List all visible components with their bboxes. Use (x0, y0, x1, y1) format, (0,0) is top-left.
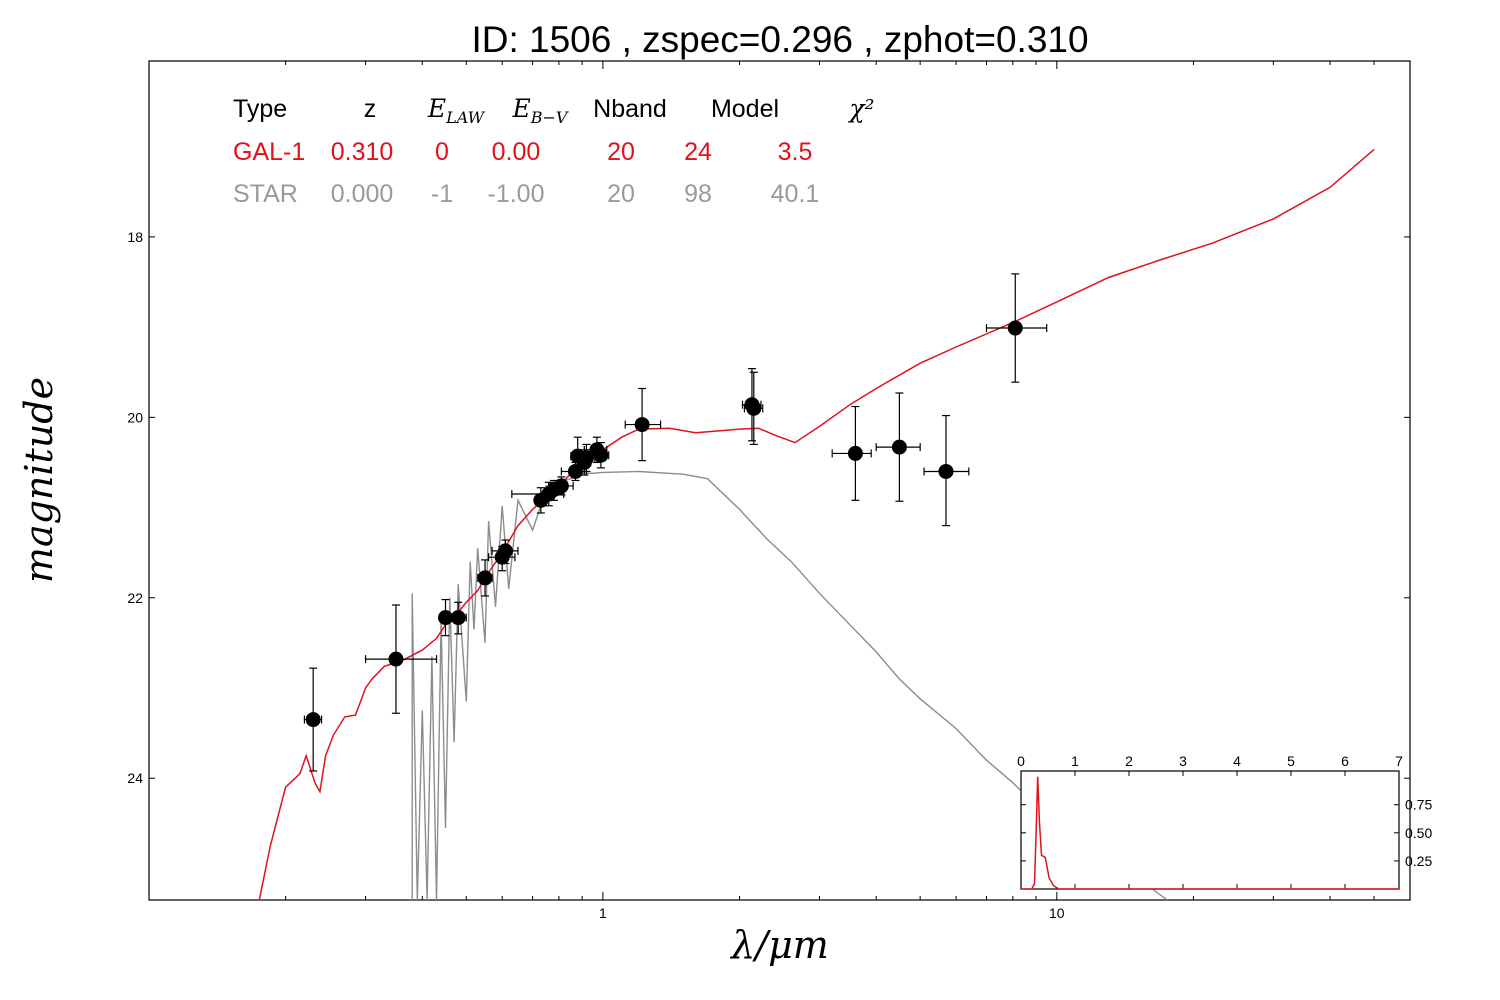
redshift-pdz-inset: 0 1 2 3 4 5 6 7 0.25 0.50 0.75 (1017, 753, 1432, 890)
inset-x-tick-label: 3 (1179, 753, 1187, 769)
photometry-point (624, 387, 662, 462)
x-axis-label: λ/μm (729, 923, 829, 967)
photometry-point (923, 414, 970, 527)
table-header: z (364, 95, 377, 123)
photometry-point (985, 273, 1048, 383)
data-point-marker (578, 450, 594, 466)
photometry-point (303, 667, 323, 772)
photometry-point (875, 392, 921, 502)
data-point-marker (847, 445, 863, 461)
fit-results-table: Type z ELAW EB−V Nband Model χ² GAL-1 0.310 0 0.00… (233, 94, 875, 208)
chart-title: ID: 1506 , zspec=0.296 , zphot=0.310 (471, 19, 1088, 60)
table-cell: -1.00 (488, 180, 545, 208)
inset-x-tick-label: 1 (1071, 753, 1079, 769)
table-cell: 20 (607, 180, 635, 208)
photometry-point (477, 559, 493, 597)
table-cell: 40.1 (771, 180, 820, 208)
data-point-marker (938, 463, 954, 479)
table-cell: 0 (435, 138, 449, 166)
table-cell: STAR (233, 180, 298, 208)
data-point-marker (305, 712, 321, 728)
photometry-point (491, 539, 519, 565)
data-point-marker (553, 478, 569, 494)
y-tick-label: 20 (127, 409, 143, 425)
x-tick-label: 1 (599, 905, 607, 921)
table-cell: -1 (431, 180, 453, 208)
table-header: ELAW (427, 94, 486, 127)
inset-x-tick-label: 5 (1287, 753, 1295, 769)
data-point-marker (388, 651, 404, 667)
table-cell: 20 (607, 138, 635, 166)
table-cell: 0.000 (331, 180, 394, 208)
photometry-point (449, 601, 467, 635)
photometry-point (548, 476, 574, 496)
table-header: Nband (593, 95, 667, 123)
data-point-marker (1007, 320, 1023, 336)
inset-x-tick-label: 6 (1341, 753, 1349, 769)
data-point-marker (450, 610, 466, 626)
inset-x-tick-label: 2 (1125, 753, 1133, 769)
data-point-marker (477, 570, 493, 586)
table-cell: 3.5 (778, 138, 813, 166)
table-header: EB−V (512, 94, 569, 127)
x-tick-label: 10 (1049, 905, 1065, 921)
table-header: χ² (847, 94, 874, 123)
y-tick-label: 18 (127, 229, 143, 245)
inset-frame (1020, 770, 1400, 890)
inset-x-tick-label: 7 (1395, 753, 1403, 769)
photometry-point (831, 405, 872, 501)
pdz-curve (1021, 776, 1399, 890)
table-cell: 24 (684, 138, 712, 166)
data-point-marker (746, 400, 762, 416)
inset-y-tick-label: 0.75 (1405, 797, 1432, 813)
table-header: Type (233, 95, 287, 123)
table-cell: 0.00 (492, 138, 541, 166)
y-tick-label: 24 (127, 770, 143, 786)
inset-y-tick-label: 0.50 (1405, 825, 1432, 841)
inset-x-tick-label: 4 (1233, 753, 1241, 769)
inset-x-tick-label: 0 (1017, 753, 1025, 769)
y-tick-label: 22 (127, 590, 143, 606)
table-cell: GAL-1 (233, 138, 305, 166)
data-point-marker (891, 439, 907, 455)
y-axis-label: magnitude (17, 377, 61, 583)
table-cell: 98 (684, 180, 712, 208)
table-cell: 0.310 (331, 138, 394, 166)
photometry-points (303, 273, 1048, 772)
photometry-point (364, 604, 438, 714)
data-point-marker (593, 447, 609, 463)
plot-frame (148, 60, 1411, 901)
data-point-marker (634, 417, 650, 433)
data-point-marker (497, 543, 513, 559)
photometry-point (592, 442, 610, 469)
inset-y-tick-label: 0.25 (1405, 853, 1432, 869)
table-header: Model (711, 95, 779, 123)
photometry-point (743, 371, 764, 446)
